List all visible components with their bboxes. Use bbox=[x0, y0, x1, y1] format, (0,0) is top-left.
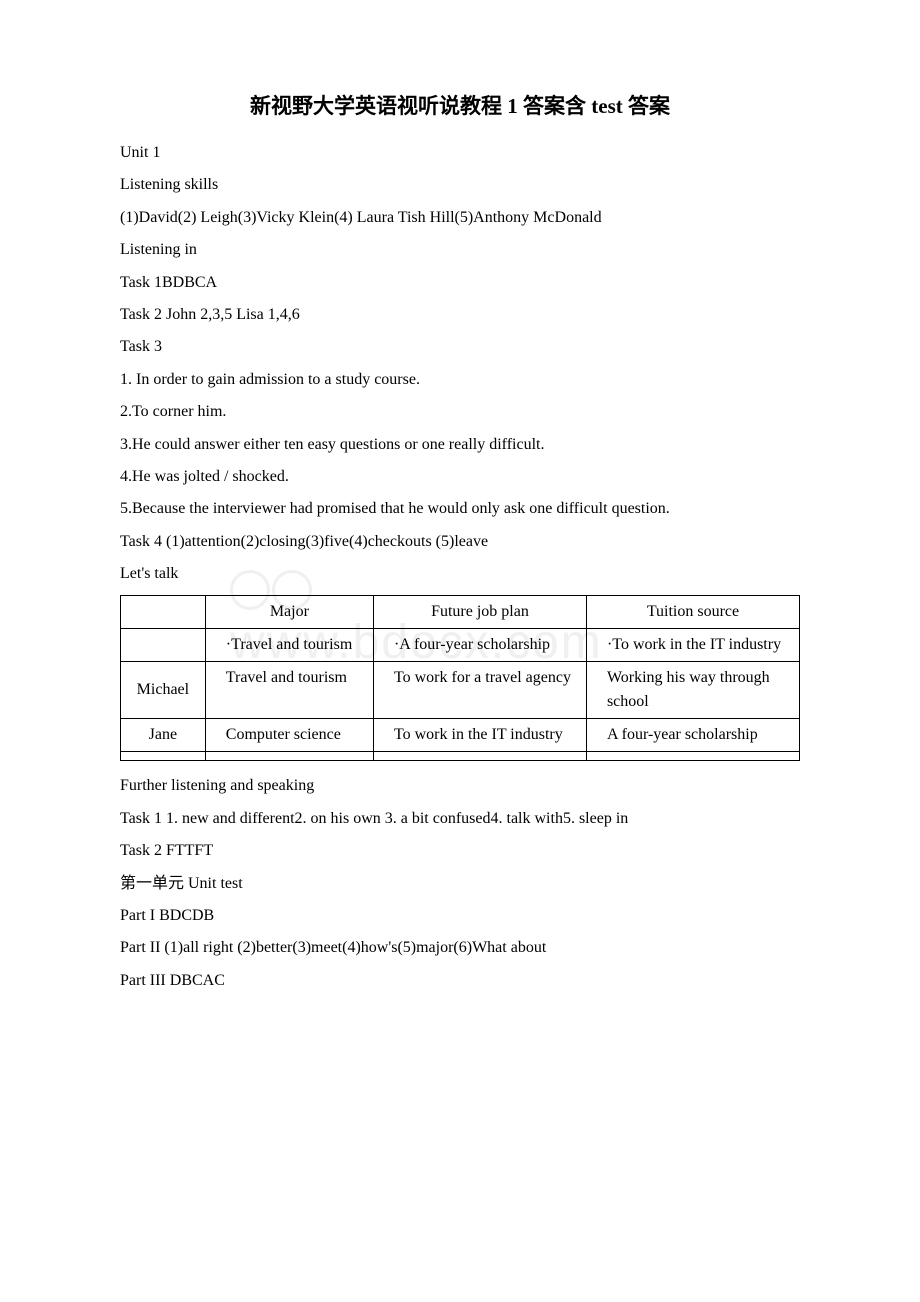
header-tuition: Tuition source bbox=[586, 596, 799, 629]
cell-tuition: Working his way through school bbox=[586, 662, 799, 719]
line-task3-1: 1. In order to gain admission to a study… bbox=[120, 365, 800, 395]
table-row: Michael Travel and tourism To work for a… bbox=[121, 662, 800, 719]
cell-label bbox=[121, 752, 206, 761]
document-content: 新视野大学英语视听说教程 1 答案含 test 答案 Unit 1 Listen… bbox=[120, 90, 800, 996]
cell-plan bbox=[373, 752, 586, 761]
line-names: (1)David(2) Leigh(3)Vicky Klein(4) Laura… bbox=[120, 203, 800, 233]
line-unit-test-header: 第一单元 Unit test bbox=[120, 869, 800, 899]
document-title: 新视野大学英语视听说教程 1 答案含 test 答案 bbox=[120, 90, 800, 120]
line-part1: Part I BDCDB bbox=[120, 901, 800, 931]
cell-major: Travel and tourism bbox=[205, 662, 373, 719]
line-task3-5: 5.Because the interviewer had promised t… bbox=[120, 494, 800, 524]
line-listening-in: Listening in bbox=[120, 235, 800, 265]
line-further: Further listening and speaking bbox=[120, 771, 800, 801]
line-further-task2: Task 2 FTTFT bbox=[120, 836, 800, 866]
cell-major: ·Travel and tourism bbox=[205, 629, 373, 662]
cell-plan: To work in the IT industry bbox=[373, 719, 586, 752]
cell-plan: To work for a travel agency bbox=[373, 662, 586, 719]
cell-tuition: ·To work in the IT industry bbox=[586, 629, 799, 662]
cell-tuition bbox=[586, 752, 799, 761]
document-page: www.bdocx.com 新视野大学英语视听说教程 1 答案含 test 答案… bbox=[0, 0, 920, 1078]
table-row bbox=[121, 752, 800, 761]
line-task4: Task 4 (1)attention(2)closing(3)five(4)c… bbox=[120, 527, 800, 557]
header-major: Major bbox=[205, 596, 373, 629]
line-task1: Task 1BDBCA bbox=[120, 268, 800, 298]
line-task3-header: Task 3 bbox=[120, 332, 800, 362]
cell-label: Jane bbox=[121, 719, 206, 752]
table-row: ·Travel and tourism ·A four-year scholar… bbox=[121, 629, 800, 662]
cell-tuition: A four-year scholarship bbox=[586, 719, 799, 752]
line-part2: Part II (1)all right (2)better(3)meet(4)… bbox=[120, 933, 800, 963]
cell-major: Computer science bbox=[205, 719, 373, 752]
header-plan: Future job plan bbox=[373, 596, 586, 629]
line-task3-4: 4.He was jolted / shocked. bbox=[120, 462, 800, 492]
cell-plan: ·A four-year scholarship bbox=[373, 629, 586, 662]
answers-table: Major Future job plan Tuition source ·Tr… bbox=[120, 595, 800, 761]
line-further-task1: Task 1 1. new and different2. on his own… bbox=[120, 804, 800, 834]
header-empty bbox=[121, 596, 206, 629]
line-unit: Unit 1 bbox=[120, 138, 800, 168]
cell-label: Michael bbox=[121, 662, 206, 719]
line-task3-3: 3.He could answer either ten easy questi… bbox=[120, 430, 800, 460]
line-task2: Task 2 John 2,3,5 Lisa 1,4,6 bbox=[120, 300, 800, 330]
line-task3-2: 2.To corner him. bbox=[120, 397, 800, 427]
table-header-row: Major Future job plan Tuition source bbox=[121, 596, 800, 629]
cell-label bbox=[121, 629, 206, 662]
line-lets-talk: Let's talk bbox=[120, 559, 800, 589]
table-row: Jane Computer science To work in the IT … bbox=[121, 719, 800, 752]
cell-major bbox=[205, 752, 373, 761]
line-part3: Part III DBCAC bbox=[120, 966, 800, 996]
line-listening-skills: Listening skills bbox=[120, 170, 800, 200]
